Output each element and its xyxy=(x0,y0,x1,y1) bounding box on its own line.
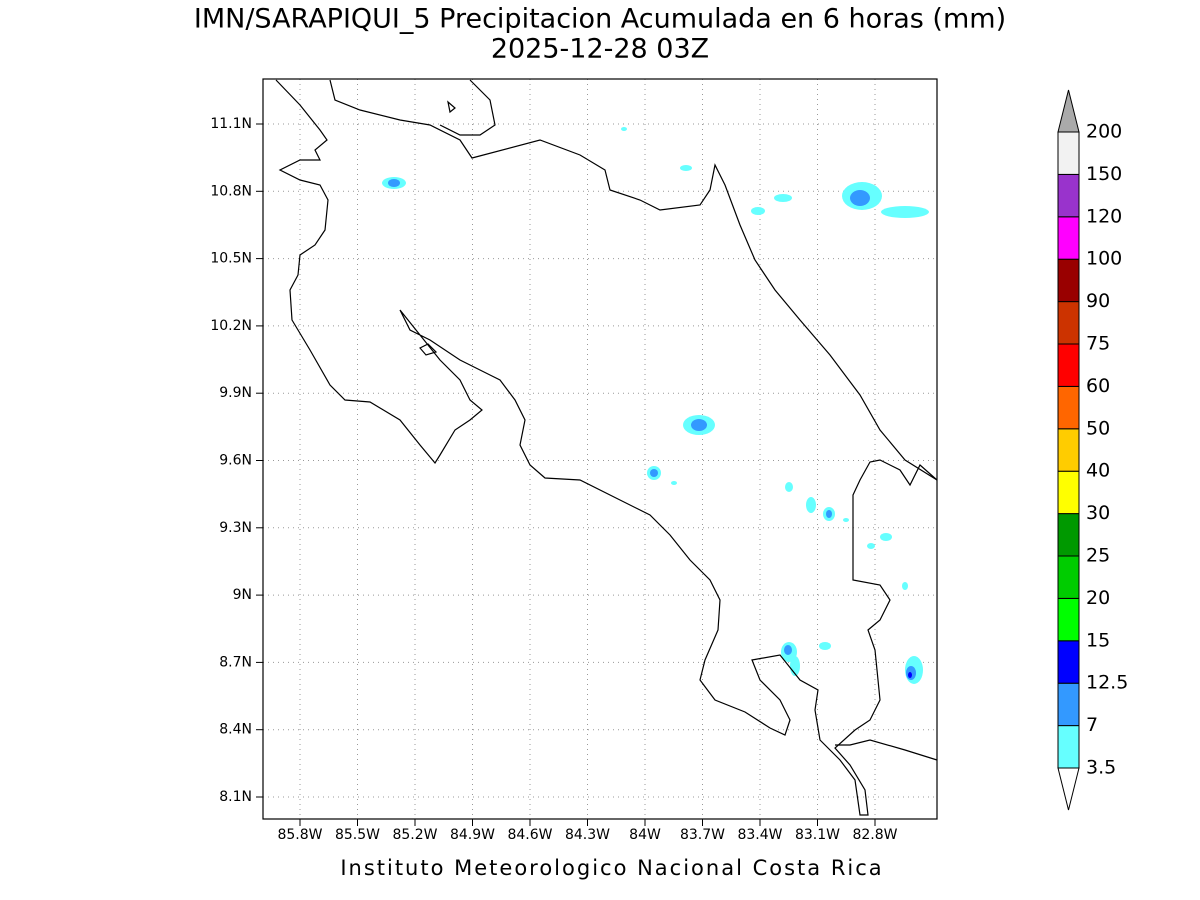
lat-tick-label: 10.8N xyxy=(210,183,252,199)
lat-tick-label: 9N xyxy=(233,587,252,603)
colorbar-box xyxy=(1057,597,1080,642)
colorbar-box xyxy=(1057,216,1080,260)
colorbar-label: 40 xyxy=(1086,460,1110,482)
colorbar-box xyxy=(1057,470,1080,515)
lat-tick-label: 10.5N xyxy=(210,251,252,267)
colorbar-label: 3.5 xyxy=(1086,757,1116,779)
title: IMN/SARAPIQUI_5 Precipitacion Acumulada … xyxy=(194,4,1006,35)
grid xyxy=(256,79,937,826)
colorbar-box xyxy=(1057,301,1080,345)
colorbar-label: 120 xyxy=(1086,205,1122,227)
lat-tick-label: 9.9N xyxy=(219,385,252,401)
lat-tick-label: 8.4N xyxy=(219,722,252,738)
colorbar-box xyxy=(1057,513,1080,557)
colorbar-box xyxy=(1057,131,1080,175)
colorbar-label: 75 xyxy=(1086,333,1110,355)
colorbar-box xyxy=(1057,682,1080,727)
colorbar-label: 60 xyxy=(1086,375,1110,397)
lat-tick-label: 10.2N xyxy=(210,318,252,334)
colorbar-label: 7 xyxy=(1086,714,1098,736)
lat-tick-label: 9.3N xyxy=(219,520,252,536)
colorbar-label: 30 xyxy=(1086,502,1110,524)
lon-tick-label: 83.4W xyxy=(737,827,782,843)
lon-tick-label: 84.6W xyxy=(507,827,552,843)
colorbar-label: 15 xyxy=(1086,629,1110,651)
colorbar-label: 200 xyxy=(1086,121,1122,143)
lat-tick-label: 8.1N xyxy=(219,789,252,805)
map-frame xyxy=(262,78,938,820)
colorbar-label: 150 xyxy=(1086,163,1122,185)
colorbar-box xyxy=(1057,258,1080,303)
lon-tick-label: 84W xyxy=(629,827,661,843)
lon-tick-label: 82.8W xyxy=(852,827,897,843)
colorbar-under xyxy=(1057,767,1080,811)
lat-tick-label: 8.7N xyxy=(219,654,252,670)
lon-tick-label: 83.7W xyxy=(680,827,725,843)
colorbar-label: 20 xyxy=(1086,587,1110,609)
lon-tick-label: 85.5W xyxy=(335,827,380,843)
coastline xyxy=(275,79,938,816)
colorbar-box xyxy=(1057,725,1080,769)
colorbar-label: 90 xyxy=(1086,290,1110,312)
colorbar-label: 25 xyxy=(1086,545,1110,567)
colorbar-box xyxy=(1057,385,1080,430)
lon-tick-label: 85.8W xyxy=(277,827,322,843)
colorbar: 3.5 7 12.5 15 20 25 30 40 50 60 75 90 100 120 150 200 xyxy=(1057,89,1128,811)
colorbar-box xyxy=(1057,640,1080,684)
precipitation xyxy=(382,127,929,684)
colorbar-label: 12.5 xyxy=(1086,672,1128,694)
lat-tick-label: 11.1N xyxy=(210,116,252,132)
colorbar-label: 50 xyxy=(1086,417,1110,439)
footer: Instituto Meteorologico Nacional Costa R… xyxy=(340,856,883,880)
colorbar-box xyxy=(1057,173,1080,218)
lon-tick-label: 85.2W xyxy=(392,827,437,843)
colorbar-label: 100 xyxy=(1086,248,1122,270)
lat-tick-label: 9.6N xyxy=(219,453,252,469)
colorbar-box xyxy=(1057,555,1080,599)
lon-tick-label: 84.3W xyxy=(565,827,610,843)
colorbar-over xyxy=(1057,89,1080,133)
colorbar-box xyxy=(1057,428,1080,472)
lon-tick-label: 83.1W xyxy=(795,827,840,843)
lon-tick-label: 84.9W xyxy=(450,827,495,843)
subtitle: 2025-12-28 03Z xyxy=(491,34,709,65)
colorbar-box xyxy=(1057,343,1080,387)
